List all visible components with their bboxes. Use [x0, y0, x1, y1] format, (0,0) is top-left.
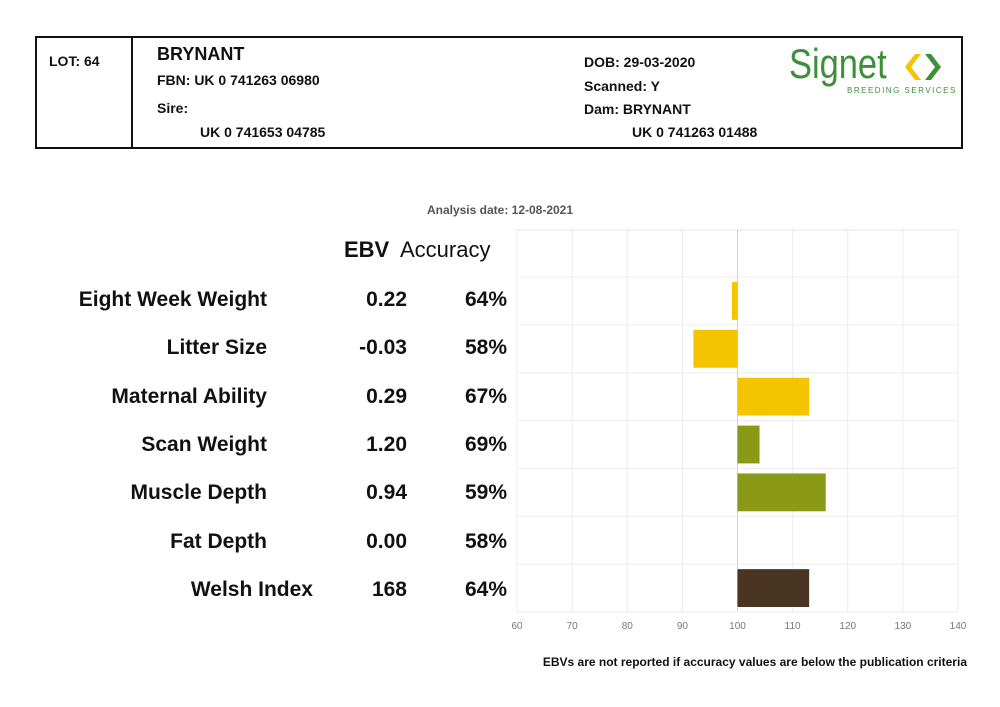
animal-header: LOT: 64 BRYNANT FBN: UK 0 741263 06980 S… [35, 36, 963, 149]
fbn: FBN: UK 0 741263 06980 [157, 72, 320, 88]
bar-litter-size [693, 329, 738, 368]
bar-scan-weight [737, 425, 760, 464]
logo-chevrons-icon [905, 54, 941, 80]
bar-eight-week-weight [731, 282, 738, 320]
row-ebv: 0.94 [366, 481, 407, 505]
row-accuracy: 67% [464, 384, 507, 408]
row-label: Fat Depth [170, 529, 267, 553]
row-label: Eight Week Weight [78, 288, 267, 311]
row-accuracy: 58% [464, 336, 507, 360]
row-accuracy: 58% [464, 529, 507, 553]
row-accuracy: 69% [464, 432, 507, 456]
sire-label: Sire: [157, 100, 189, 116]
sire-id: UK 0 741653 04785 [200, 124, 326, 140]
dob: DOB: 29-03-2020 [584, 54, 696, 70]
analysis-date: Analysis date: 12-08-2021 [426, 203, 574, 217]
row-label: Litter Size [166, 336, 267, 360]
scanned: Scanned: Y [584, 78, 660, 94]
bar-muscle-depth [737, 473, 826, 512]
x-tick-label: 100 [729, 621, 746, 632]
x-tick-label: 140 [950, 621, 967, 632]
footnote: EBVs are not reported if accuracy values… [542, 655, 967, 669]
row-ebv: 168 [371, 577, 407, 601]
animal-name: BRYNANT [157, 44, 245, 64]
dam-id: UK 0 741263 01488 [632, 124, 758, 140]
row-ebv: 1.20 [366, 432, 407, 456]
dam: Dam: BRYNANT [584, 101, 691, 117]
accuracy-header: Accuracy [400, 237, 491, 262]
row-accuracy: 64% [464, 577, 507, 601]
row-label: Welsh Index [190, 577, 313, 601]
logo-wordmark: Signet [789, 40, 887, 87]
ebv-header: EBV [344, 237, 390, 262]
x-tick-label: 60 [511, 621, 523, 632]
lot-cell: LOT: 64 [37, 38, 133, 147]
row-label: Maternal Ability [111, 384, 267, 408]
x-tick-label: 70 [567, 621, 579, 632]
row-label: Muscle Depth [130, 481, 267, 505]
row-accuracy: 64% [464, 288, 507, 311]
x-tick-label: 130 [895, 621, 912, 632]
x-tick-label: 80 [622, 621, 634, 632]
row-label: Scan Weight [141, 432, 267, 456]
logo-subtitle: BREEDING SERVICES [847, 86, 957, 95]
x-tick-label: 120 [839, 621, 856, 632]
row-ebv: -0.03 [359, 336, 407, 360]
bar-maternal-ability [737, 377, 810, 416]
row-accuracy: 59% [464, 481, 507, 505]
row-ebv: 0.00 [366, 529, 407, 553]
bar-welsh-index [737, 569, 810, 607]
row-ebv: 0.22 [366, 288, 407, 311]
row-ebv: 0.29 [366, 384, 407, 408]
signet-logo: Signet BREEDING SERVICES [789, 40, 955, 102]
x-tick-label: 110 [785, 621, 801, 632]
x-tick-label: 90 [677, 621, 689, 632]
lot-number: LOT: 64 [49, 53, 100, 69]
